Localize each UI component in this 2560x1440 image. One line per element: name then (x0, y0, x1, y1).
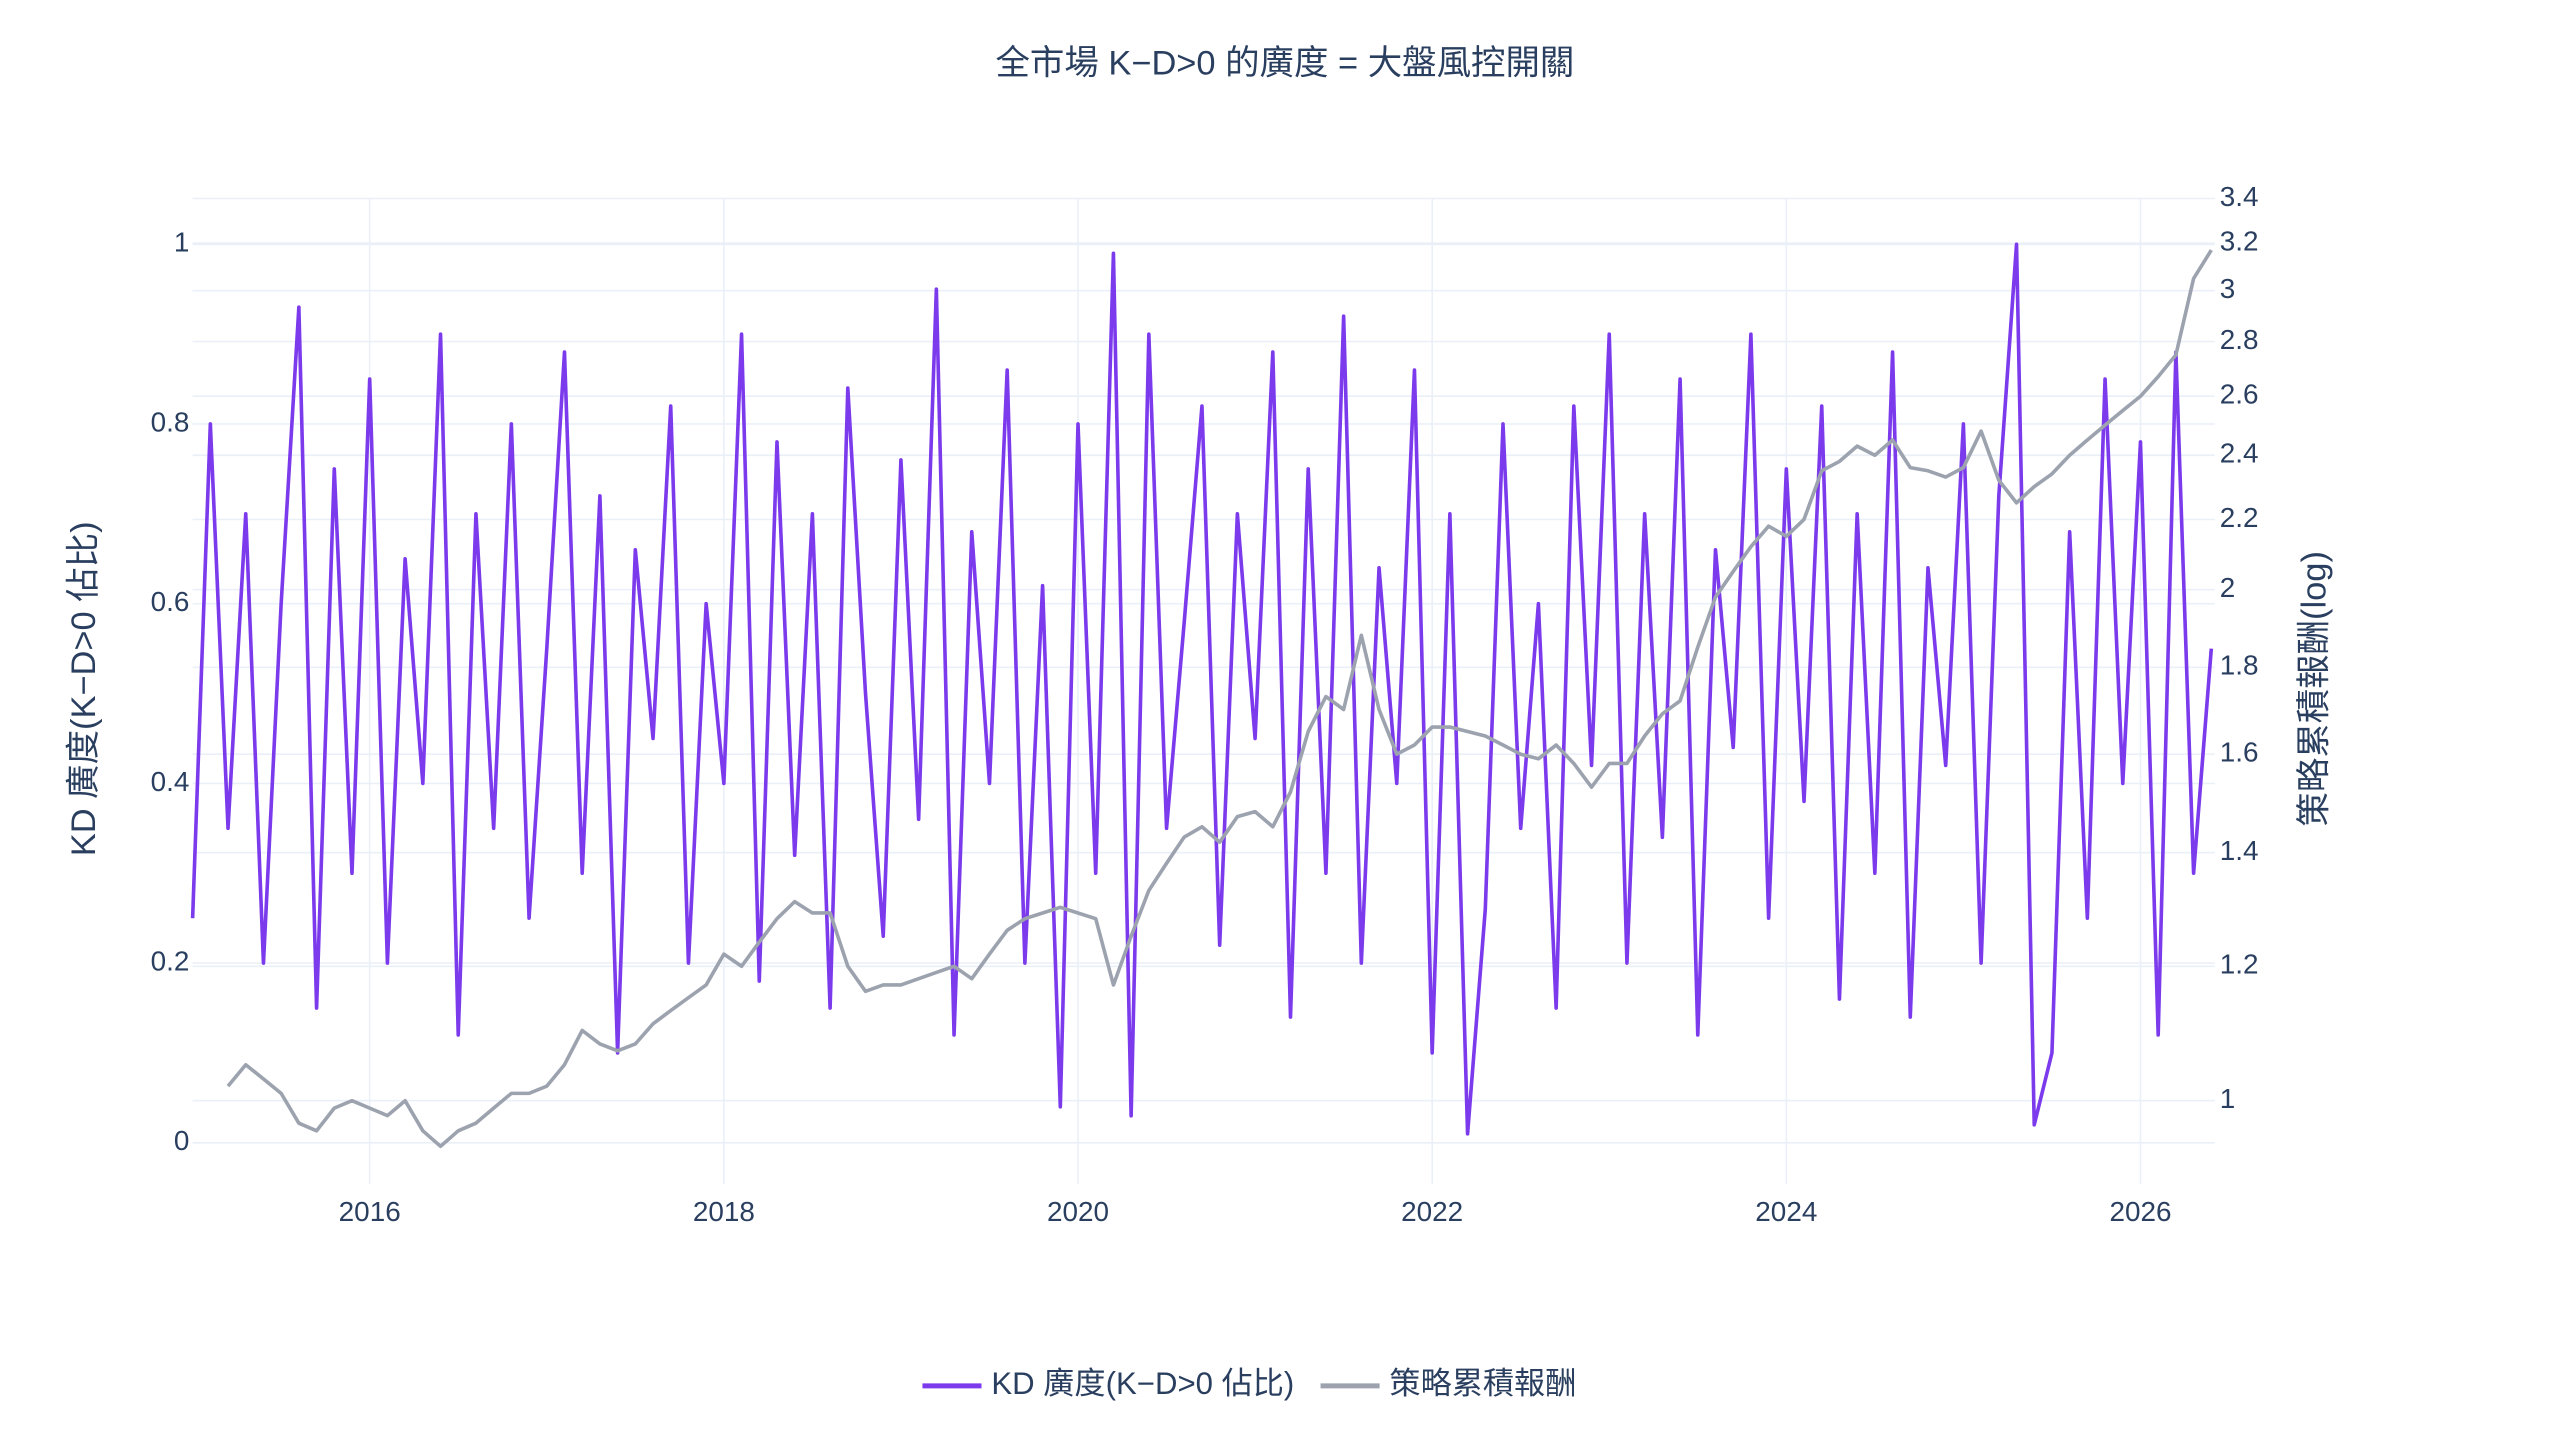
chart-title: 全市場 K−D>0 的廣度 = 大盤風控開關 (995, 45, 1574, 83)
y2-tick-label: 2.6 (2220, 379, 2259, 410)
y2-tick-label: 3.2 (2220, 226, 2259, 257)
y2-tick-label: 1.4 (2220, 835, 2259, 866)
y2-axis-title: 策略累積報酬(log) (2296, 551, 2334, 827)
y-tick-label: 0.2 (151, 945, 190, 976)
series-line (190, 242, 2214, 1136)
y2-tick-label: 2.2 (2220, 502, 2259, 533)
x-tick-label: 2026 (2109, 1196, 2171, 1227)
x-tick-label: 2022 (1401, 1196, 1463, 1227)
y-tick-label: 0.8 (151, 406, 190, 437)
x-tick-label: 2024 (1755, 1196, 1817, 1227)
y2-tick-label: 1 (2220, 1083, 2236, 1114)
y2-tick-label: 1.8 (2220, 650, 2259, 681)
y2-tick-label: 2.8 (2220, 324, 2259, 355)
y2-tick-label: 3.4 (2220, 181, 2259, 212)
x-tick-label: 2018 (693, 1196, 755, 1227)
y2-tick-label: 2 (2220, 572, 2236, 603)
y-tick-label: 0 (174, 1125, 190, 1156)
y2-tick-label: 1.6 (2220, 737, 2259, 768)
y-tick-label: 0.6 (151, 586, 190, 617)
y-axis-title: KD 廣度(K−D>0 佔比) (65, 521, 103, 856)
x-tick-label: 2020 (1047, 1196, 1109, 1227)
y2-tick-label: 3 (2220, 273, 2236, 304)
legend-label: KD 廣度(K−D>0 佔比) (991, 1366, 1294, 1401)
y2-tick-label: 1.2 (2220, 949, 2259, 980)
y2-tick-label: 2.4 (2220, 438, 2259, 469)
y-tick-label: 1 (174, 227, 190, 258)
legend-label: 策略累積報酬 (1389, 1366, 1576, 1401)
series-line (226, 249, 2213, 1149)
x-tick-label: 2016 (339, 1196, 401, 1227)
y-tick-label: 0.4 (151, 766, 190, 797)
